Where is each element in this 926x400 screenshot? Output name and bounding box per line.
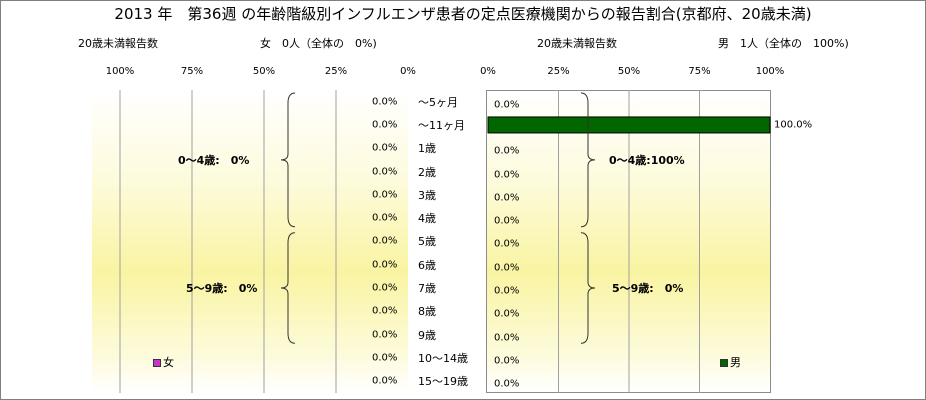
female-value-label: 0.0% (372, 96, 398, 108)
male-group-label-0-4: 0～4歳:100% (609, 153, 685, 167)
male-value-label: 0.0% (494, 169, 520, 181)
female-axis-tick: 0% (400, 66, 416, 77)
left-summary: 女 0人（全体の 0%) (260, 37, 377, 50)
female-legend: 女 (153, 354, 174, 370)
female-value-label: 0.0% (372, 212, 398, 224)
male-value-label: 0.0% (494, 192, 520, 204)
female-value-label: 0.0% (372, 305, 398, 317)
male-value-label: 0.0% (494, 308, 520, 320)
category-label: 15～19歳 (418, 375, 468, 389)
chart-title: 2013 年 第36週 の年齢階級別インフルエンザ患者の定点医療機関からの報告割… (114, 5, 812, 23)
male-value-label: 0.0% (494, 285, 520, 297)
female-axis-tick: 100% (105, 66, 135, 77)
male-value-label: 0.0% (494, 215, 520, 227)
male-axis-tick: 75% (688, 66, 711, 77)
female-axis-tick: 50% (252, 66, 276, 77)
category-label: 5歳 (418, 235, 436, 249)
male-axis-tick: 50% (617, 66, 641, 77)
male-value-label: 0.0% (494, 145, 520, 157)
category-label: 8歳 (418, 305, 436, 319)
male-legend: 男 (720, 354, 741, 370)
male-value-label: 0.0% (494, 378, 520, 390)
male-value-label: 0.0% (494, 355, 520, 367)
female-group-label-0-4: 0～4歳: 0% (178, 153, 250, 167)
female-value-label: 0.0% (372, 119, 398, 131)
category-label: 6歳 (418, 258, 436, 272)
female-legend-swatch (153, 359, 161, 367)
female-group-label-5-9: 5～9歳: 0% (186, 282, 258, 296)
male-value-label: 0.0% (494, 238, 520, 250)
category-label: 10～14歳 (418, 351, 468, 365)
female-value-label: 0.0% (372, 189, 398, 201)
right-count-label: 20歳未満報告数 (537, 37, 617, 50)
category-label: ～11ヶ月 (418, 118, 465, 132)
male-legend-swatch (720, 359, 728, 367)
female-value-label: 0.0% (372, 352, 398, 364)
male-legend-label: 男 (730, 356, 741, 369)
female-value-label: 0.0% (372, 142, 398, 154)
male-axis-tick: 100% (755, 66, 785, 77)
category-label: 2歳 (418, 165, 436, 179)
female-value-label: 0.0% (372, 329, 398, 341)
left-count-label: 20歳未満報告数 (78, 37, 158, 50)
female-axis-tick: 25% (324, 66, 348, 77)
male-value-label: 100.0% (774, 119, 813, 131)
male-axis-tick: 0% (480, 66, 496, 77)
female-axis-tick: 75% (180, 66, 204, 77)
female-value-label: 0.0% (372, 166, 398, 178)
category-label: 7歳 (418, 282, 436, 296)
male-value-label: 0.0% (494, 99, 520, 111)
category-label: 4歳 (418, 212, 436, 226)
male-value-label: 0.0% (494, 332, 520, 344)
category-label: 9歳 (418, 328, 436, 342)
female-value-label: 0.0% (372, 259, 398, 271)
category-label: 1歳 (418, 142, 436, 156)
male-group-label-5-9: 5～9歳: 0% (612, 282, 684, 296)
male-axis-tick: 25% (547, 66, 570, 77)
female-value-label: 0.0% (372, 235, 398, 247)
right-summary: 男 1人（全体の 100%) (718, 37, 849, 50)
male-value-label: 0.0% (494, 262, 520, 274)
female-value-label: 0.0% (372, 282, 398, 294)
category-label: 3歳 (418, 188, 436, 202)
female-value-label: 0.0% (372, 375, 398, 387)
male-plot-area (486, 90, 771, 393)
female-legend-label: 女 (163, 356, 174, 369)
category-label: ～5ヶ月 (418, 95, 458, 109)
female-plot-area (92, 90, 408, 393)
